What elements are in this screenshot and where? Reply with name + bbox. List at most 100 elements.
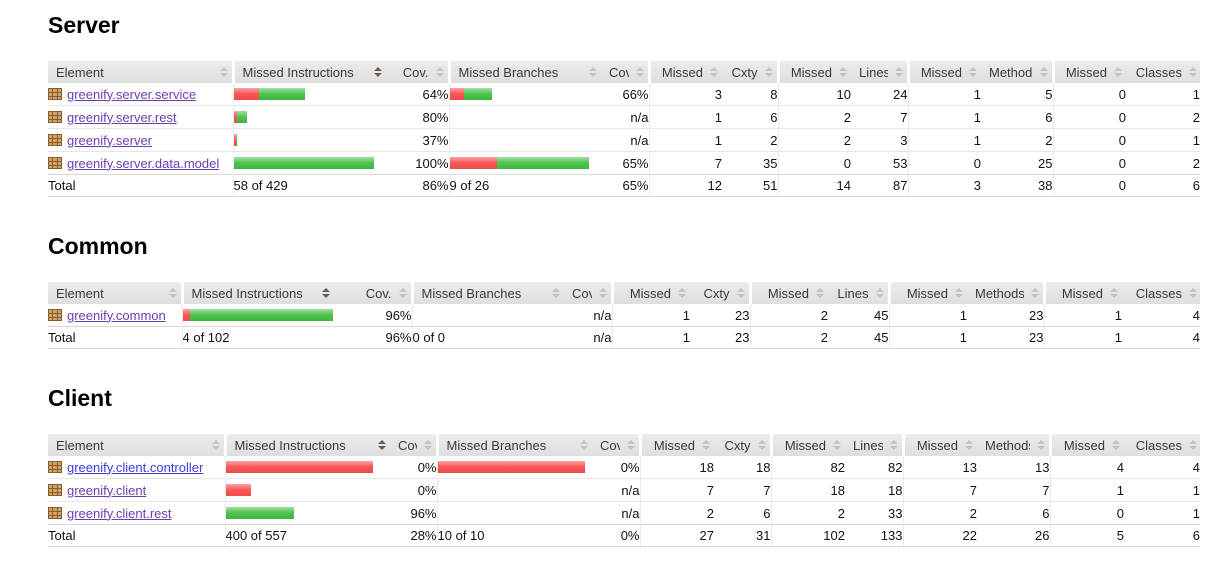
sort-icon: [678, 288, 686, 298]
package-link[interactable]: greenify.server.service: [67, 86, 197, 102]
total-missed-lines: 102: [770, 524, 845, 547]
column-header-lines[interactable]: Lines: [828, 282, 889, 304]
element-cell: greenify.common: [48, 304, 182, 327]
missed-methods-cell: 1: [907, 83, 981, 106]
column-header-classes[interactable]: Classes: [1122, 282, 1200, 304]
missed-branches-bar-cell: [436, 478, 592, 502]
column-header-cxty[interactable]: Cxty: [722, 61, 778, 83]
classes-cell: 2: [1126, 151, 1200, 175]
table-row: greenify.server.rest 80% n/a 1 6 2 7 1 6…: [48, 105, 1200, 129]
package-link[interactable]: greenify.server: [67, 132, 153, 148]
package-link[interactable]: greenify.client: [67, 482, 147, 498]
column-label: Missed: [1065, 64, 1107, 80]
total-missed-instructions: 4 of 102: [181, 326, 334, 349]
lines-cell: 53: [851, 151, 908, 175]
sort-icon: [955, 288, 963, 298]
column-label: Cxty: [724, 437, 751, 453]
column-label: Element: [56, 437, 104, 453]
column-header-lines[interactable]: Lines: [851, 61, 908, 83]
section-title: Common: [48, 233, 148, 259]
column-header-missed-branches[interactable]: Missed Branches: [410, 282, 564, 304]
missed-cxty-cell: 18: [639, 456, 714, 479]
column-header-element[interactable]: Element: [48, 434, 225, 456]
branch-coverage-cell: 66%: [622, 86, 649, 102]
coverage-table: Element Missed Instructions Cov. Missed …: [48, 434, 1200, 547]
column-header-missed-instructions[interactable]: Missed Instructions: [180, 282, 334, 304]
column-header-missed-methods[interactable]: Missed: [906, 61, 981, 83]
column-header-missed-instructions[interactable]: Missed Instructions: [231, 61, 386, 83]
column-header-instruction-coverage[interactable]: Cov.: [334, 282, 412, 304]
column-header-element[interactable]: Element: [48, 282, 182, 304]
missed-instructions-bar-cell: [232, 83, 386, 106]
column-header-cxty[interactable]: Cxty: [690, 282, 750, 304]
missed-methods-cell: 1: [907, 128, 981, 152]
cxty-cell: 35: [722, 151, 778, 175]
column-header-methods[interactable]: Methods: [967, 282, 1044, 304]
column-header-missed-classes[interactable]: Missed: [1042, 282, 1122, 304]
package-link[interactable]: greenify.common: [67, 307, 166, 323]
column-header-instruction-coverage[interactable]: Cov.: [390, 434, 437, 456]
sort-icon: [764, 67, 773, 77]
column-header-classes[interactable]: Classes: [1126, 61, 1200, 83]
column-header-missed-cxty[interactable]: Missed: [610, 282, 690, 304]
column-header-classes[interactable]: Classes: [1124, 434, 1200, 456]
covered-instructions-green-bar: [258, 88, 305, 100]
element-cell: greenify.server.data.model: [48, 151, 233, 175]
column-header-missed-methods[interactable]: Missed: [887, 282, 967, 304]
column-header-missed-lines[interactable]: Missed: [748, 282, 828, 304]
sort-icon: [969, 67, 977, 77]
sort-icon: [894, 67, 903, 77]
column-header-branch-coverage[interactable]: Cov.: [592, 434, 640, 456]
missed-cxty-cell: 7: [648, 151, 722, 175]
column-header-methods[interactable]: Methods: [977, 434, 1050, 456]
column-header-element[interactable]: Element: [48, 61, 233, 83]
total-missed-lines: 14: [777, 174, 851, 197]
sort-icon: [702, 440, 710, 450]
column-header-branch-coverage[interactable]: Cov.: [564, 282, 612, 304]
lines-cell: 24: [893, 86, 908, 102]
column-header-missed-branches[interactable]: Missed Branches: [435, 434, 592, 456]
column-header-branch-coverage[interactable]: Cov.: [601, 61, 649, 83]
package-link[interactable]: greenify.client.controller: [67, 459, 204, 475]
total-missed-cxty: 27: [639, 524, 714, 547]
column-header-lines[interactable]: Lines: [845, 434, 903, 456]
column-label: Missed: [1063, 437, 1105, 453]
column-label: Cov.: [398, 437, 417, 453]
column-label: Element: [56, 285, 104, 301]
lines-cell: 45: [874, 307, 889, 323]
column-header-cxty[interactable]: Cxty: [714, 434, 771, 456]
column-header-missed-methods[interactable]: Missed: [901, 434, 977, 456]
missed-instructions-red-bar: [234, 134, 236, 146]
header-row: Element Missed Instructions Cov. Missed …: [48, 61, 1200, 83]
sort-icon: [626, 440, 635, 450]
total-missed-methods: 3: [907, 174, 981, 197]
missed-cxty-cell: 1: [648, 105, 722, 129]
package-link[interactable]: greenify.server.rest: [67, 109, 177, 125]
column-label: Cxty: [703, 285, 730, 301]
package-icon: [48, 484, 62, 496]
column-header-missed-branches[interactable]: Missed Branches: [447, 61, 601, 83]
column-header-missed-lines[interactable]: Missed: [769, 434, 845, 456]
missed-classes-cell: 1: [1043, 304, 1122, 327]
column-header-methods[interactable]: Methods: [981, 61, 1053, 83]
total-instruction-coverage: 28%: [390, 524, 437, 547]
sort-icon: [1110, 288, 1118, 298]
lines-cell: 82: [888, 459, 903, 475]
instruction-coverage-cell: 96%: [390, 501, 437, 525]
column-header-missed-lines[interactable]: Missed: [776, 61, 851, 83]
column-header-instruction-coverage[interactable]: Cov.: [386, 61, 449, 83]
package-link[interactable]: greenify.client.rest: [67, 505, 172, 521]
coverage-report: Server Element Missed Instructions Cov. …: [48, 12, 1212, 547]
total-missed-instructions: 400 of 557: [224, 524, 390, 547]
cxty-cell: 2: [722, 128, 778, 152]
sort-icon: [168, 288, 177, 298]
column-header-missed-cxty[interactable]: Missed: [647, 61, 722, 83]
column-header-missed-instructions[interactable]: Missed Instructions: [223, 434, 390, 456]
package-link[interactable]: greenify.server.data.model: [67, 155, 220, 171]
column-header-missed-classes[interactable]: Missed: [1051, 61, 1126, 83]
column-header-missed-cxty[interactable]: Missed: [638, 434, 714, 456]
column-label: Missed Instructions: [191, 285, 303, 301]
column-header-missed-classes[interactable]: Missed: [1048, 434, 1124, 456]
missed-classes-cell: 4: [1049, 456, 1124, 479]
cxty-cell: 6: [722, 105, 778, 129]
